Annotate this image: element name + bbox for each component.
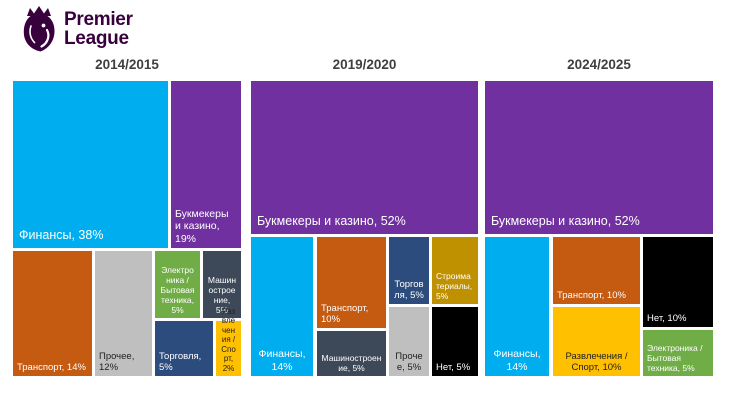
tile-prochee: Прочее, 12% <box>95 251 152 376</box>
tile-label: Торговля, 5% <box>159 350 202 373</box>
tile-label: Букмекеры и казино, 52% <box>491 214 640 229</box>
tile-bukmekery-kazino: Букмекеры и казино, 52% <box>251 81 478 234</box>
tile-mashinostroenie: Машиностроение, 5% <box>203 251 241 318</box>
tile-prochee: Прочее, 5% <box>389 307 429 376</box>
treemap-2014-2015: Финансы, 38% Букмекеры и казино, 19% Тра… <box>13 81 241 376</box>
tile-label: Букмекеры и казино, 19% <box>175 207 229 245</box>
tile-finansy: Финансы, 14% <box>251 237 313 376</box>
tile-label: Электроника / Бытовая техника, 5% <box>160 264 195 315</box>
treemap-2024-2025: Букмекеры и казино, 52% Финансы, 14% Тра… <box>485 81 713 376</box>
tile-finansy: Финансы, 14% <box>485 237 549 376</box>
tile-label: Букмекеры и казино, 52% <box>257 214 406 229</box>
tile-label: Нет, 5% <box>436 361 471 373</box>
tile-elektronika: Электроника / Бытовая техника, 5% <box>155 251 200 318</box>
tile-label: Транспорт, 10% <box>557 289 626 301</box>
tile-label: Нет, 10% <box>647 312 687 324</box>
tile-label: Прочее, 5% <box>395 350 423 373</box>
tile-stroimaterialy: Строиматериалы, 5% <box>432 237 478 304</box>
tile-label: Строиматериалы, 5% <box>436 270 473 301</box>
tile-transport: Транспорт, 10% <box>317 237 386 328</box>
tile-label: Развлечения / Спорт, 10% <box>565 350 628 373</box>
chart-title-2019-2020: 2019/2020 <box>332 57 397 72</box>
tile-label: Финансы, 38% <box>19 228 104 243</box>
tile-torgovlya: Торговля, 5% <box>389 237 429 304</box>
chart-title-2024-2025: 2024/2025 <box>567 57 631 72</box>
tile-net: Нет, 5% <box>432 307 478 376</box>
tile-label: Транспорт, 10% <box>321 302 369 325</box>
tile-label: Электроника / Бытовая техника, 5% <box>647 342 703 373</box>
chart-title-2014-2015: 2014/2015 <box>95 57 159 72</box>
tile-label: Прочее, 12% <box>99 350 135 373</box>
tile-net: Нет, 10% <box>643 237 713 327</box>
premier-league-logo: Premier League <box>19 5 133 55</box>
treemap-2019-2020: Букмекеры и казино, 52% Финансы, 14% Тра… <box>251 81 478 376</box>
tile-label: Финансы, 14% <box>493 348 541 373</box>
tile-bukmekery-kazino: Букмекеры и казино, 19% <box>171 81 241 248</box>
brand-line1: Premier <box>64 9 133 31</box>
tile-torgovlya: Торговля, 5% <box>155 321 213 376</box>
brand-line2: League <box>64 28 129 49</box>
tile-transport: Транспорт, 14% <box>13 251 92 376</box>
tile-label: Машиностроение, 5% <box>321 352 382 373</box>
brand-wordmark: Premier League <box>64 11 133 48</box>
tile-label: Финансы, 14% <box>258 348 306 373</box>
lion-crest-icon <box>19 5 59 55</box>
tile-transport: Транспорт, 10% <box>553 237 640 304</box>
tile-elektronika: Электроника / Бытовая техника, 5% <box>643 330 713 376</box>
tile-razvlecheniya-sport: Развлечения / Спорт, 10% <box>553 307 640 376</box>
tile-label: Транспорт, 14% <box>17 361 86 373</box>
tile-mashinostroenie: Машиностроение, 5% <box>317 331 386 376</box>
tile-label: Развлечения / Спорт, 2% <box>221 306 236 373</box>
tile-label: Машиностроение, 5% <box>207 274 237 315</box>
tile-bukmekery-kazino: Букмекеры и казино, 52% <box>485 81 713 234</box>
tile-finansy: Финансы, 38% <box>13 81 168 248</box>
tile-razvlecheniya-sport: Развлечения / Спорт, 2% <box>216 307 241 376</box>
tile-label: Торговля, 5% <box>394 278 424 301</box>
